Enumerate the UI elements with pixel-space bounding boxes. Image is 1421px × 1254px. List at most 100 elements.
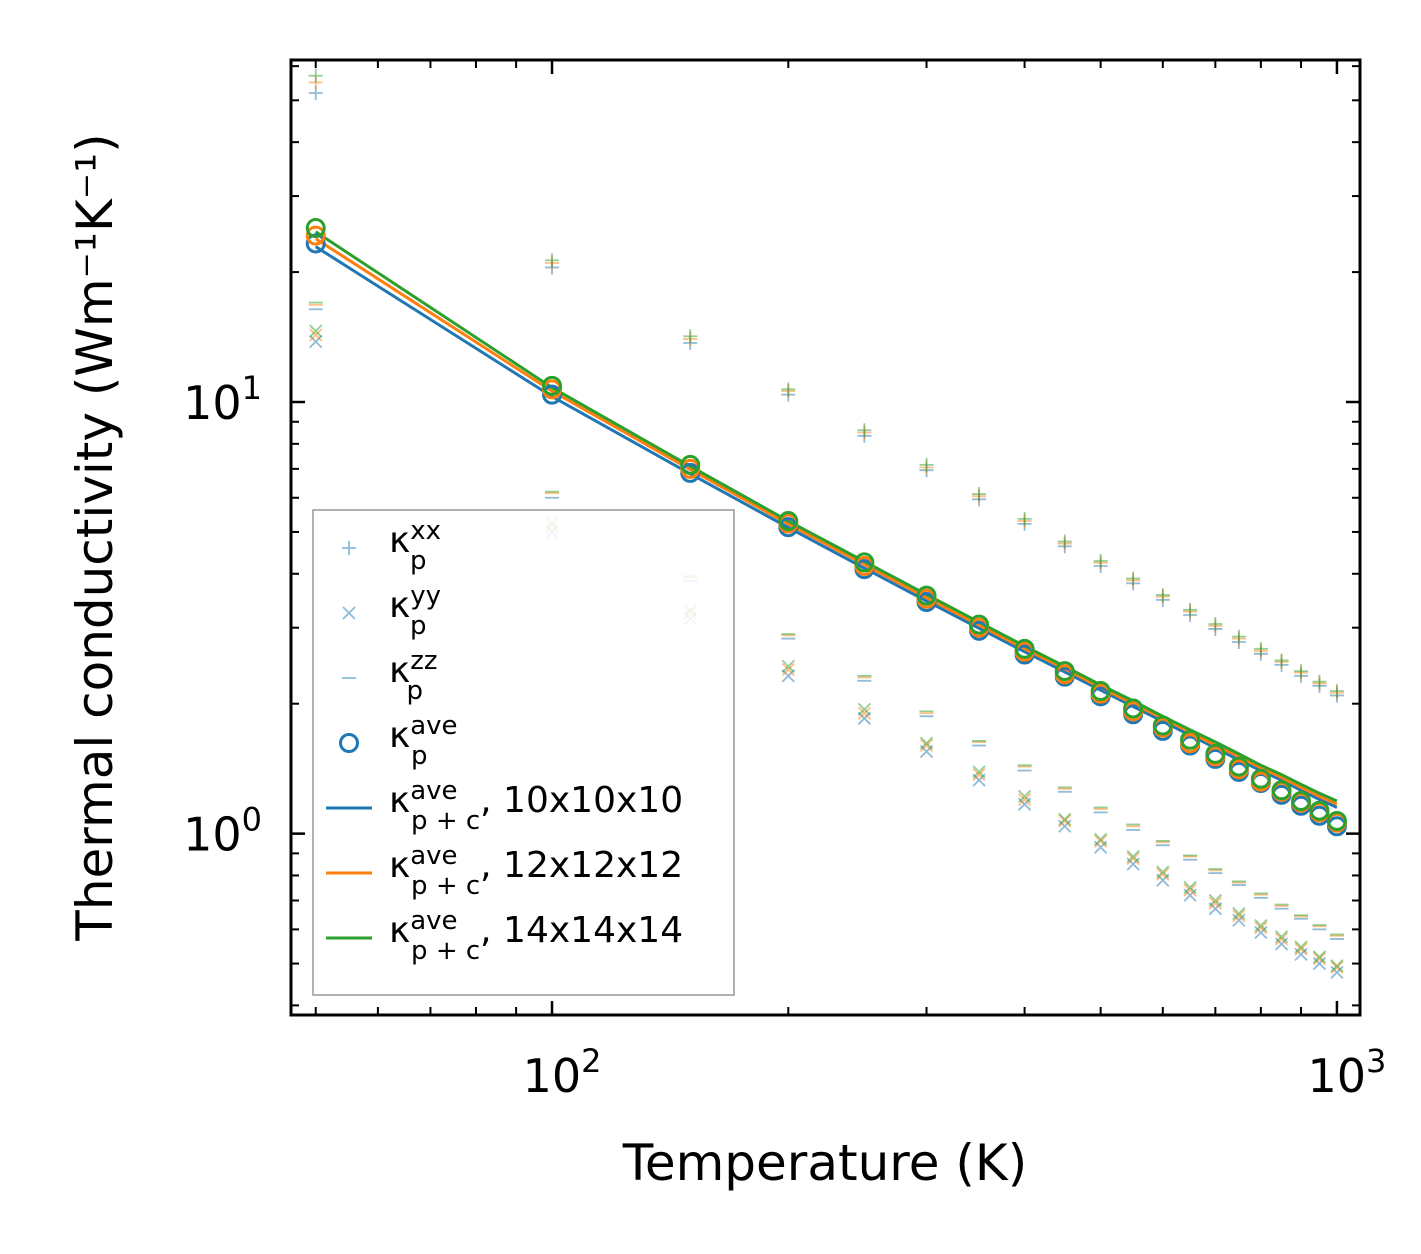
kyy-point xyxy=(1156,865,1170,879)
kxx-point xyxy=(1057,534,1072,549)
kxx-point xyxy=(972,487,987,502)
kyy-point xyxy=(919,738,934,753)
kpc-line-orange xyxy=(314,237,1338,806)
kyy-point xyxy=(1232,913,1246,927)
axis-ticks xyxy=(291,60,1360,1015)
legend-label: κxx p xyxy=(389,516,441,576)
kyy-point xyxy=(1312,952,1327,966)
kyy-point xyxy=(919,736,934,750)
kxx-point xyxy=(1274,653,1289,668)
kxx-point xyxy=(1253,641,1268,656)
kyy-point xyxy=(1156,867,1170,881)
x-tick-label: 102 xyxy=(523,1042,602,1103)
kpc-line-green xyxy=(314,230,1338,803)
kyy-point xyxy=(1312,956,1327,971)
legend-item: κyy p xyxy=(342,581,441,641)
kave-point xyxy=(1180,729,1201,750)
kyy-point xyxy=(1294,942,1308,956)
kyy-point xyxy=(1208,893,1222,908)
kyy-point xyxy=(781,669,795,683)
kxx-point xyxy=(781,382,796,397)
kyy-point xyxy=(1232,909,1246,923)
plot-area xyxy=(305,68,1347,980)
kave-point xyxy=(854,552,875,573)
kyy-point xyxy=(972,767,986,782)
kave-point xyxy=(1271,780,1292,801)
legend-label: κave p + c, 14x14x14 xyxy=(389,906,683,966)
kave-point xyxy=(680,454,701,475)
legend-item: κzz p xyxy=(342,646,438,706)
legend-item: κave p + c, 10x10x10 xyxy=(326,776,683,836)
kyy-point xyxy=(1294,940,1308,954)
kyy-point xyxy=(972,765,986,779)
legend-plus-marker xyxy=(342,541,356,555)
kyy-point xyxy=(1126,852,1140,866)
kyy-point xyxy=(1330,959,1344,973)
kxx-point xyxy=(1093,554,1108,569)
kyy-point xyxy=(1330,965,1344,980)
legend-cross-marker xyxy=(342,606,356,620)
tick-labels: 102 103 100 101 xyxy=(183,369,1386,1103)
kave-point xyxy=(1309,800,1330,821)
kxx-point xyxy=(683,329,698,344)
kyy-point xyxy=(1094,834,1108,848)
legend-item: κave p xyxy=(339,711,458,771)
legend-label: κave p + c, 10x10x10 xyxy=(389,776,683,836)
series-orange xyxy=(308,75,1344,974)
kyy-point xyxy=(1058,812,1072,826)
kave-point xyxy=(1054,661,1075,682)
kave-point xyxy=(1228,756,1249,777)
legend-item: κave p + c, 14x14x14 xyxy=(326,906,683,966)
kyy-point xyxy=(309,334,323,349)
kxx-point xyxy=(545,253,560,268)
kave-point xyxy=(305,233,326,254)
kyy-point xyxy=(309,324,323,338)
kave-point xyxy=(1205,743,1226,764)
x-axis-label: Temperature (K) xyxy=(622,1134,1027,1192)
legend-box xyxy=(312,509,735,996)
kyy-point xyxy=(1254,919,1268,933)
kyy-point xyxy=(1312,950,1327,964)
kave-point xyxy=(1291,791,1312,812)
kyy-point xyxy=(781,662,795,677)
kxx-point xyxy=(1017,511,1032,526)
kxx-point xyxy=(308,68,323,83)
kyy-point xyxy=(1208,896,1222,910)
kave-point xyxy=(969,614,990,635)
legend-label: κyy p xyxy=(389,581,441,641)
kave-point xyxy=(305,225,326,246)
kyy-point xyxy=(1017,792,1032,807)
kyy-point xyxy=(857,702,872,717)
y-axis-label: Thermal conductivity (Wm⁻¹K⁻¹) xyxy=(66,133,124,941)
x-tick-label: 103 xyxy=(1307,1042,1386,1103)
legend-label: κave p + c, 12x12x12 xyxy=(389,841,683,901)
kyy-point xyxy=(1274,930,1289,944)
kave-point xyxy=(1326,810,1347,831)
kxx-point xyxy=(1208,616,1223,631)
legend-label: κave p xyxy=(389,711,458,771)
kave-point xyxy=(542,375,563,396)
legend-item: κxx p xyxy=(342,516,441,576)
kxx-point xyxy=(1294,664,1309,679)
kave-point xyxy=(305,218,326,239)
legend-item: κave p + c, 12x12x12 xyxy=(326,841,683,901)
kxx-point xyxy=(1155,588,1170,603)
y-tick-label: 101 xyxy=(183,369,262,430)
kxx-point xyxy=(919,457,934,472)
kyy-point xyxy=(1274,932,1289,946)
kyy-point xyxy=(857,706,872,720)
kyy-point xyxy=(1330,960,1344,974)
kave-point xyxy=(1123,698,1144,719)
kyy-point xyxy=(1183,883,1197,897)
kxx-point xyxy=(1312,674,1327,689)
kyy-point xyxy=(1126,849,1140,864)
axes-frame xyxy=(289,58,1362,1017)
kxx-point xyxy=(1329,684,1344,699)
kxx-point xyxy=(1183,602,1198,617)
kyy-point xyxy=(781,659,795,674)
legend-label: κzz p xyxy=(389,646,438,706)
kxx-point xyxy=(1231,629,1246,644)
kyy-point xyxy=(309,328,323,342)
